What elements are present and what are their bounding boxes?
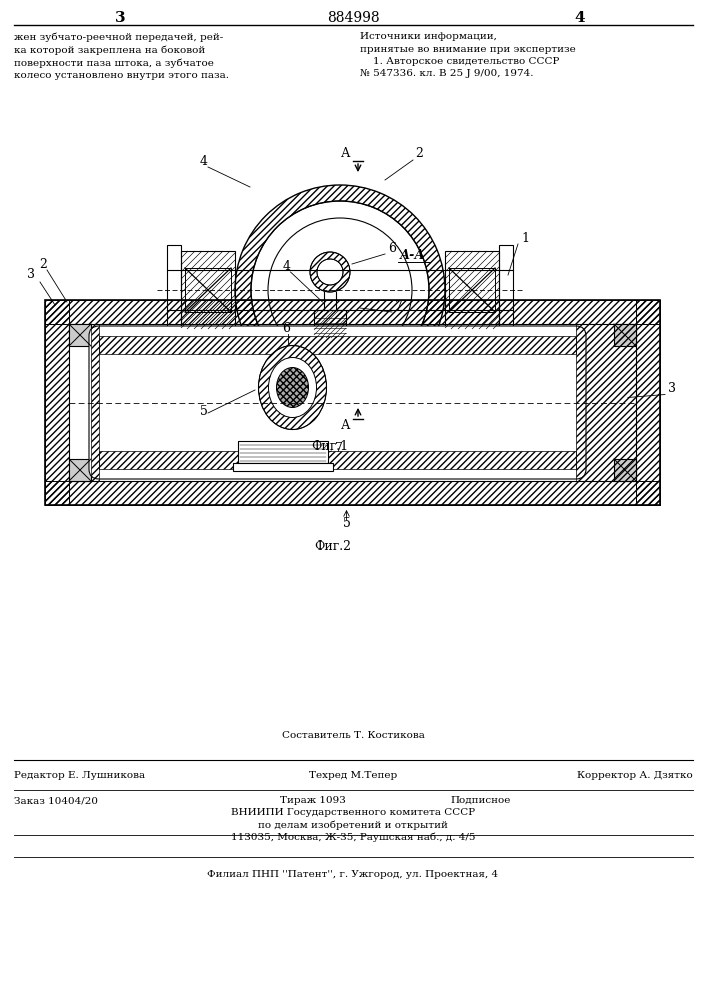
Text: Источники информации,
принятые во внимание при экспертизе
    1. Авторское свиде: Источники информации, принятые во вниман… — [360, 32, 575, 79]
Text: ВНИИПИ Государственного комитета СССР: ВНИИПИ Государственного комитета СССР — [231, 808, 475, 817]
Text: А-А: А-А — [399, 249, 425, 262]
Text: А: А — [341, 147, 351, 160]
Ellipse shape — [259, 346, 327, 430]
Bar — [614, 459, 636, 481]
Bar — [99, 451, 576, 469]
Ellipse shape — [269, 358, 317, 418]
Text: 884998: 884998 — [327, 11, 380, 25]
Text: 3: 3 — [668, 382, 676, 395]
Bar — [45, 300, 660, 505]
Text: 113035, Москва, Ж-35, Раушская наб., д. 4/5: 113035, Москва, Ж-35, Раушская наб., д. … — [230, 832, 475, 842]
Bar — [99, 336, 576, 354]
Bar — [91, 324, 99, 481]
Text: Тираж 1093: Тираж 1093 — [280, 796, 346, 805]
Text: 4: 4 — [200, 155, 208, 168]
Bar — [167, 245, 181, 335]
Bar — [614, 324, 636, 346]
Text: Редактор Е. Лушникова: Редактор Е. Лушникова — [14, 770, 145, 780]
Bar — [233, 463, 332, 471]
Text: Подписное: Подписное — [450, 796, 510, 805]
FancyBboxPatch shape — [89, 326, 586, 479]
Text: Филиал ПНП ''Патент'', г. Ужгород, ул. Проектная, 4: Филиал ПНП ''Патент'', г. Ужгород, ул. П… — [207, 870, 498, 879]
Bar — [181, 251, 235, 329]
Text: 6: 6 — [283, 322, 291, 334]
Text: 2: 2 — [39, 258, 47, 271]
Text: А: А — [341, 419, 351, 432]
Text: 7: 7 — [395, 300, 403, 313]
Text: 1: 1 — [521, 232, 529, 245]
Bar — [238, 441, 327, 463]
Bar — [499, 245, 513, 335]
Bar — [449, 268, 495, 312]
Bar — [576, 324, 636, 481]
Bar — [45, 481, 660, 505]
Text: жен зубчато-реечной передачей, рей-
ка которой закреплена на боковой
поверхности: жен зубчато-реечной передачей, рей- ка к… — [14, 32, 229, 81]
Text: Заказ 10404/20: Заказ 10404/20 — [14, 796, 98, 805]
Text: 5: 5 — [342, 517, 351, 530]
Bar — [69, 459, 91, 481]
Text: 2: 2 — [415, 147, 423, 160]
Bar — [185, 268, 231, 312]
Bar — [69, 324, 636, 481]
Bar — [445, 251, 499, 329]
Ellipse shape — [276, 367, 308, 408]
Bar — [99, 451, 576, 469]
Text: Составитель Т. Костикова: Составитель Т. Костикова — [281, 731, 424, 740]
Text: 6: 6 — [388, 242, 396, 255]
Bar — [636, 300, 660, 505]
Text: 4: 4 — [575, 11, 585, 25]
Text: 5: 5 — [200, 405, 208, 418]
Text: 4: 4 — [283, 260, 291, 273]
Text: Фиг.1: Фиг.1 — [312, 440, 349, 454]
Text: Фиг.2: Фиг.2 — [314, 540, 351, 554]
Text: по делам изобретений и открытий: по делам изобретений и открытий — [258, 820, 448, 830]
Bar — [314, 310, 346, 338]
Text: 3: 3 — [27, 268, 35, 281]
Bar — [45, 300, 69, 505]
Bar — [99, 336, 576, 354]
Text: Техред М.Тепер: Техред М.Тепер — [309, 770, 397, 780]
Text: 7: 7 — [334, 442, 342, 455]
Text: 3: 3 — [115, 11, 125, 25]
Bar — [45, 300, 660, 324]
Text: Корректор А. Дзятко: Корректор А. Дзятко — [577, 770, 693, 780]
Bar — [69, 324, 91, 346]
